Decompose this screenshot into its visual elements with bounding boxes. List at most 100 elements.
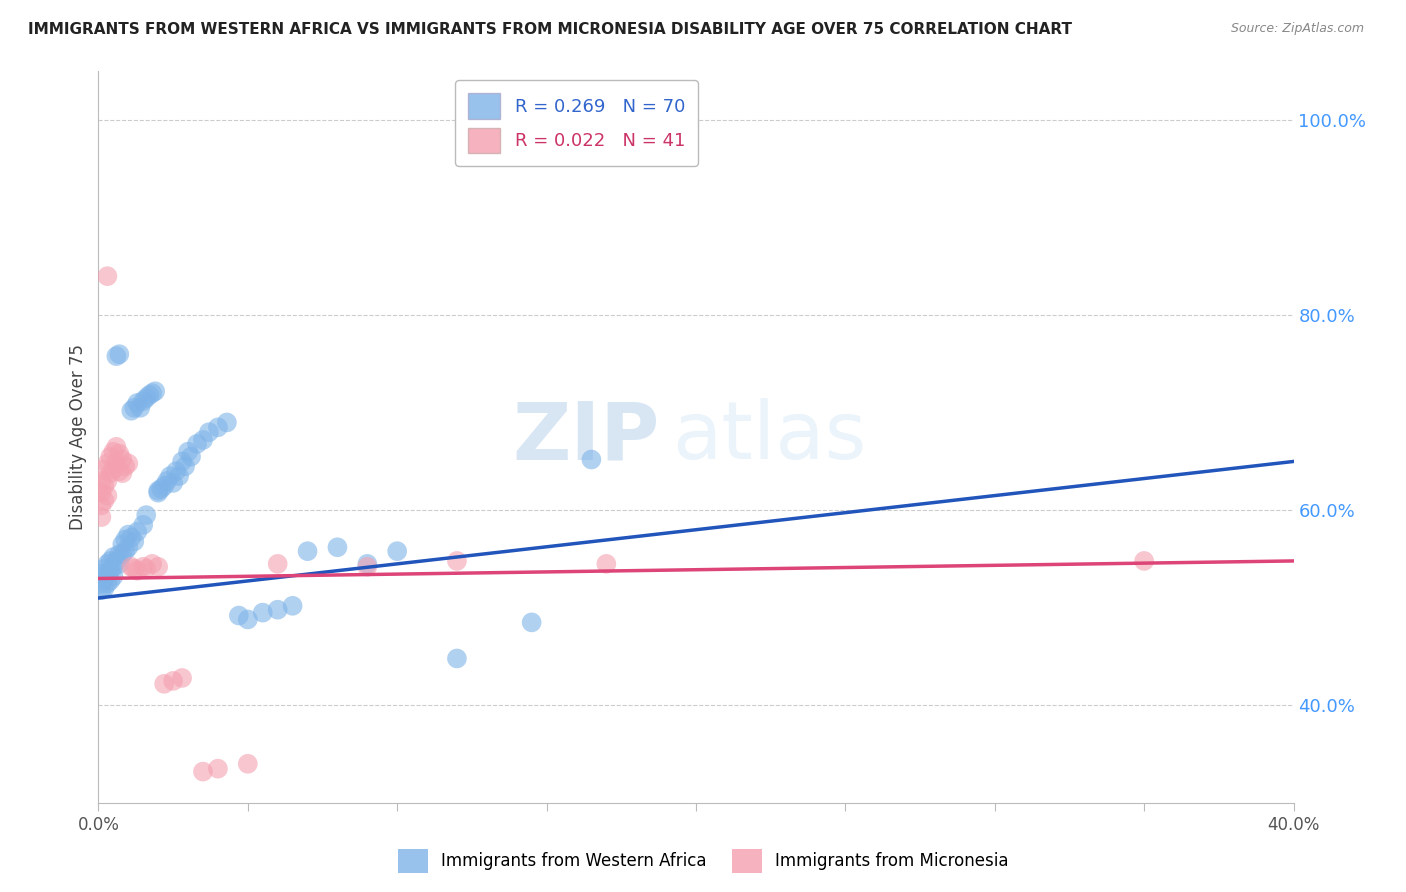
Point [105, 457, 128, 471]
Point [108, 447, 131, 461]
Point [120, 531, 142, 545]
Point [135, 508, 157, 522]
Point [215, 416, 238, 430]
Point [90, 576, 112, 591]
Point [165, 464, 187, 478]
Text: IMMIGRANTS FROM WESTERN AFRICA VS IMMIGRANTS FROM MICRONESIA DISABILITY AGE OVER: IMMIGRANTS FROM WESTERN AFRICA VS IMMIGR… [28, 22, 1073, 37]
Point [267, 603, 290, 617]
Point [167, 469, 190, 483]
Point [108, 557, 131, 571]
Point [180, 450, 202, 464]
Point [135, 391, 157, 405]
Point [267, 557, 290, 571]
Point [93, 479, 115, 493]
Point [124, 534, 146, 549]
Point [148, 485, 170, 500]
Point [595, 557, 617, 571]
Point [143, 384, 166, 399]
Point [132, 517, 155, 532]
Point [93, 581, 115, 595]
Point [191, 433, 214, 447]
Point [90, 499, 112, 513]
Point [105, 440, 128, 454]
Point [93, 572, 115, 586]
Point [93, 562, 115, 576]
Point [520, 615, 543, 630]
Point [150, 482, 173, 496]
Point [108, 547, 131, 561]
Point [117, 527, 139, 541]
Point [446, 554, 468, 568]
Point [207, 762, 229, 776]
Point [156, 474, 179, 488]
Point [356, 559, 378, 574]
Point [446, 651, 468, 665]
Point [111, 547, 134, 561]
Point [177, 444, 200, 458]
Point [120, 559, 142, 574]
Point [90, 510, 112, 524]
Point [98, 574, 122, 588]
Point [93, 462, 115, 476]
Point [90, 566, 112, 581]
Point [124, 401, 146, 415]
Point [281, 599, 304, 613]
Point [103, 462, 125, 476]
Point [148, 559, 170, 574]
Point [127, 524, 149, 539]
Point [141, 386, 163, 401]
Point [114, 459, 136, 474]
Point [207, 420, 229, 434]
Point [1133, 554, 1156, 568]
Point [356, 557, 378, 571]
Point [117, 457, 139, 471]
Point [98, 466, 122, 480]
Point [111, 466, 134, 480]
Point [186, 437, 208, 451]
Point [162, 673, 184, 688]
Point [141, 557, 163, 571]
Point [96, 566, 118, 581]
Point [228, 608, 250, 623]
Text: Source: ZipAtlas.com: Source: ZipAtlas.com [1230, 22, 1364, 36]
Point [96, 474, 118, 488]
Y-axis label: Disability Age Over 75: Disability Age Over 75 [69, 344, 87, 530]
Point [581, 452, 603, 467]
Point [127, 564, 149, 578]
Point [93, 493, 115, 508]
Point [90, 485, 112, 500]
Point [98, 554, 122, 568]
Legend: Immigrants from Western Africa, Immigrants from Micronesia: Immigrants from Western Africa, Immigran… [391, 842, 1015, 880]
Point [96, 557, 118, 571]
Point [252, 606, 274, 620]
Point [111, 537, 134, 551]
Point [162, 475, 184, 490]
Point [103, 549, 125, 564]
Point [96, 457, 118, 471]
Point [236, 756, 259, 771]
Point [108, 464, 131, 478]
Point [90, 583, 112, 598]
Point [174, 459, 197, 474]
Point [98, 564, 122, 578]
Point [105, 554, 128, 568]
Point [120, 403, 142, 417]
Point [111, 452, 134, 467]
Point [108, 347, 131, 361]
Point [326, 541, 349, 555]
Point [153, 677, 176, 691]
Text: ZIP: ZIP [513, 398, 661, 476]
Point [297, 544, 319, 558]
Point [138, 388, 160, 402]
Point [96, 489, 118, 503]
Point [172, 454, 194, 468]
Point [90, 474, 112, 488]
Point [117, 541, 139, 555]
Point [114, 544, 136, 558]
Point [103, 569, 125, 583]
Point [385, 544, 409, 558]
Point [103, 559, 125, 574]
Point [172, 671, 194, 685]
Point [103, 444, 125, 458]
Point [191, 764, 214, 779]
